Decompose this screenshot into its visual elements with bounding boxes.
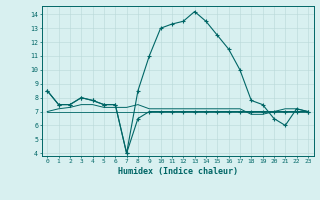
X-axis label: Humidex (Indice chaleur): Humidex (Indice chaleur)	[118, 167, 237, 176]
